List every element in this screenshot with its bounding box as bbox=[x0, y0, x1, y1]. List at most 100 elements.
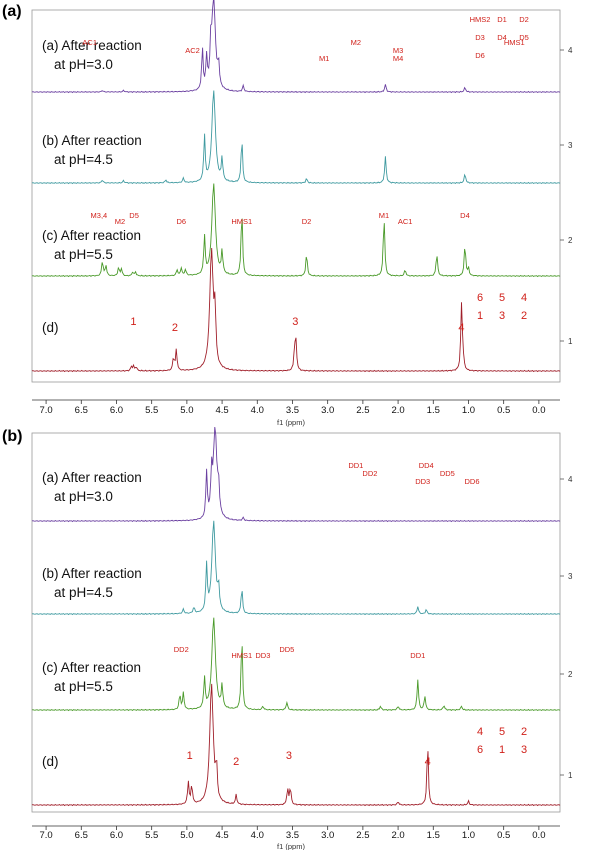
peak-annotation: D6 bbox=[475, 51, 485, 60]
peak-annotation: M3 bbox=[393, 46, 403, 55]
peak-annotation: 2 bbox=[172, 322, 178, 334]
peak-annotation: 3 bbox=[499, 310, 505, 322]
x-tick-label: 4.0 bbox=[251, 830, 264, 841]
peak-annotation: D3 bbox=[475, 33, 485, 42]
spectrum-trace-b bbox=[31, 90, 561, 185]
spectrum-condition: at pH=5.5 bbox=[54, 679, 113, 694]
peak-annotation: HMS1 bbox=[504, 38, 525, 47]
x-tick-label: 4.5 bbox=[215, 405, 228, 416]
spectrum-label: (d) bbox=[42, 320, 59, 335]
x-tick-label: 2.5 bbox=[356, 405, 369, 416]
peak-annotation: DD3 bbox=[255, 651, 270, 660]
spectrum-trace-d bbox=[31, 247, 561, 373]
x-tick-label: 3.5 bbox=[286, 830, 299, 841]
peak-annotation: DD5 bbox=[279, 645, 294, 654]
x-tick-label: 2.0 bbox=[391, 830, 404, 841]
peak-annotation: 4 bbox=[521, 292, 527, 304]
peak-annotation: 1 bbox=[130, 316, 136, 328]
x-axis-label: f1 (ppm) bbox=[277, 842, 305, 850]
x-tick-label: 6.5 bbox=[75, 830, 88, 841]
peak-annotation: M3,4 bbox=[91, 211, 108, 220]
x-tick-label: 0.5 bbox=[497, 405, 510, 416]
spectrum-trace-c bbox=[31, 183, 561, 278]
peak-annotation: 5 bbox=[499, 726, 505, 738]
spectrum-condition: at pH=3.0 bbox=[54, 489, 113, 504]
x-axis-label: f1 (ppm) bbox=[277, 418, 305, 427]
spectrum-trace-c bbox=[31, 617, 561, 712]
peak-annotation: D1 bbox=[497, 15, 507, 24]
y-tick-label: 1 bbox=[568, 771, 573, 780]
peak-annotation: 4 bbox=[425, 756, 431, 768]
y-tick-label: 2 bbox=[568, 670, 573, 679]
peak-annotation: HMS1 bbox=[231, 651, 252, 660]
spectrum-condition: at pH=4.5 bbox=[54, 152, 113, 167]
peak-annotation: 6 bbox=[477, 744, 483, 756]
peak-annotation: DD4 bbox=[419, 461, 434, 470]
y-tick-label: 2 bbox=[568, 236, 573, 245]
x-tick-label: 5.0 bbox=[180, 405, 193, 416]
x-tick-label: 6.5 bbox=[75, 405, 88, 416]
y-tick-label: 4 bbox=[568, 46, 573, 55]
peak-annotation: AC1 bbox=[82, 38, 97, 47]
peak-annotation: 3 bbox=[286, 750, 292, 762]
x-tick-label: 5.5 bbox=[145, 830, 158, 841]
x-tick-label: 4.0 bbox=[251, 405, 264, 416]
peak-annotation: DD2 bbox=[174, 645, 189, 654]
peak-annotation: M2 bbox=[115, 217, 125, 226]
y-tick-label: 4 bbox=[568, 475, 573, 484]
peak-annotation: DD6 bbox=[464, 477, 479, 486]
peak-annotation: 4 bbox=[477, 726, 483, 738]
peak-annotation: 2 bbox=[233, 756, 239, 768]
peak-annotation: M1 bbox=[319, 54, 329, 63]
peak-annotation: 6 bbox=[477, 292, 483, 304]
spectrum-trace-a bbox=[31, 426, 561, 523]
x-tick-label: 3.5 bbox=[286, 405, 299, 416]
peak-annotation: DD3 bbox=[415, 477, 430, 486]
peak-annotation: D2 bbox=[519, 15, 529, 24]
x-tick-label: 5.5 bbox=[145, 405, 158, 416]
x-tick-label: 0.5 bbox=[497, 830, 510, 841]
plot-frame bbox=[31, 432, 561, 813]
peak-annotation: DD5 bbox=[440, 469, 455, 478]
peak-annotation: D4 bbox=[497, 33, 507, 42]
peak-annotation: M2 bbox=[351, 38, 361, 47]
x-tick-label: 7.0 bbox=[39, 830, 52, 841]
panel-letter: (a) bbox=[2, 3, 22, 20]
spectrum-label: (a) After reaction bbox=[42, 38, 142, 53]
spectrum-condition: at pH=4.5 bbox=[54, 585, 113, 600]
x-tick-label: 4.5 bbox=[215, 830, 228, 841]
peak-annotation: HMS2 bbox=[470, 15, 491, 24]
peak-annotation: 3 bbox=[521, 744, 527, 756]
x-tick-label: 1.0 bbox=[462, 830, 475, 841]
peak-annotation: D5 bbox=[129, 211, 139, 220]
spectrum-label: (d) bbox=[42, 754, 59, 769]
peak-annotation: AC2 bbox=[185, 46, 200, 55]
x-tick-label: 1.5 bbox=[427, 830, 440, 841]
x-tick-label: 7.0 bbox=[39, 405, 52, 416]
x-tick-label: 0.0 bbox=[532, 830, 545, 841]
peak-annotation: M1 bbox=[379, 211, 389, 220]
peak-annotation: 1 bbox=[187, 750, 193, 762]
peak-annotation: D4 bbox=[460, 211, 470, 220]
spectrum-label: (c) After reaction bbox=[42, 660, 141, 675]
spectrum-trace-d bbox=[31, 683, 561, 807]
x-tick-label: 1.5 bbox=[427, 405, 440, 416]
peak-annotation: D6 bbox=[176, 217, 186, 226]
x-tick-label: 2.0 bbox=[391, 405, 404, 416]
peak-annotation: M4 bbox=[393, 54, 403, 63]
peak-annotation: 3 bbox=[292, 316, 298, 328]
x-tick-label: 1.0 bbox=[462, 405, 475, 416]
spectrum-label: (b) After reaction bbox=[42, 566, 142, 581]
peak-annotation: D2 bbox=[302, 217, 312, 226]
x-tick-label: 3.0 bbox=[321, 830, 334, 841]
peak-annotation: DD1 bbox=[348, 461, 363, 470]
x-tick-label: 0.0 bbox=[532, 405, 545, 416]
x-tick-label: 6.0 bbox=[110, 830, 123, 841]
panel-letter: (b) bbox=[2, 428, 22, 445]
x-tick-label: 2.5 bbox=[356, 830, 369, 841]
y-tick-label: 1 bbox=[568, 337, 573, 346]
peak-annotation: 2 bbox=[521, 726, 527, 738]
peak-annotation: 1 bbox=[499, 744, 505, 756]
spectrum-trace-a bbox=[31, 0, 561, 94]
